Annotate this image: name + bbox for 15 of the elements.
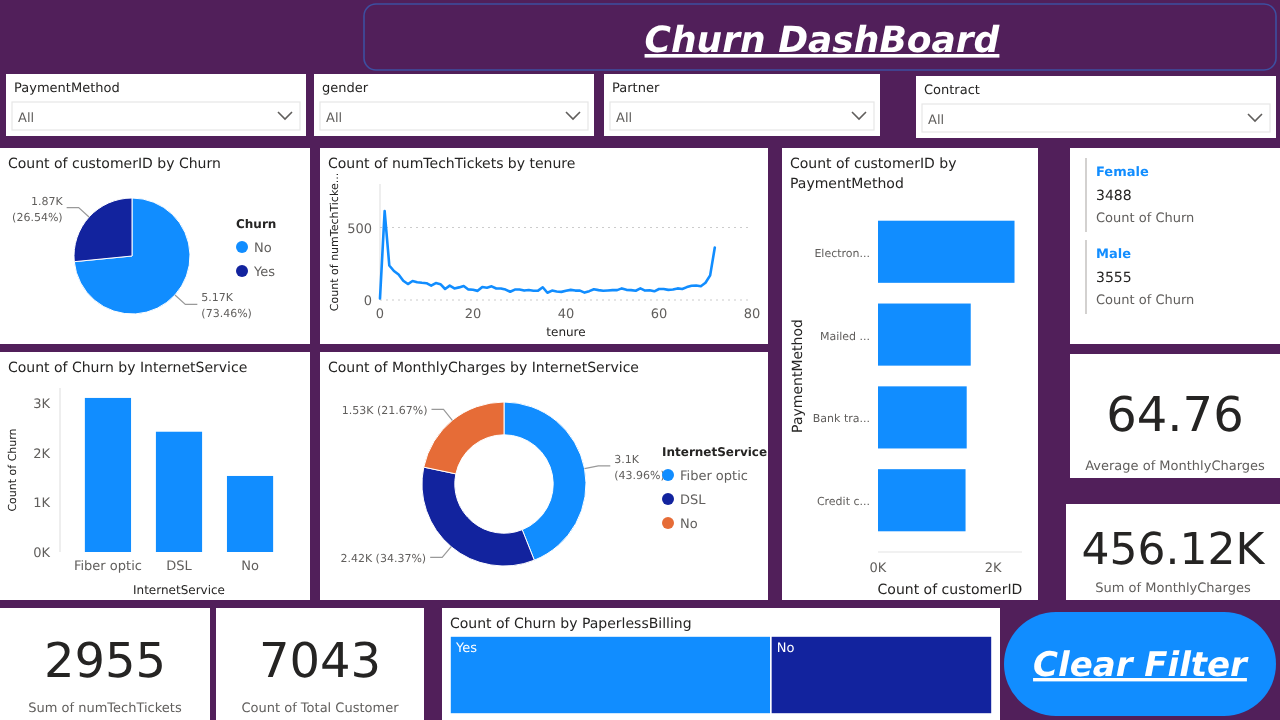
bar xyxy=(155,431,203,552)
bar xyxy=(878,386,967,449)
text: Churn DashBoard xyxy=(644,20,1002,62)
line-series xyxy=(378,209,717,300)
text: Clear Filter xyxy=(1033,646,1251,686)
pie-slice xyxy=(73,197,191,315)
bar xyxy=(84,397,132,552)
data-label: 456.12K xyxy=(1081,525,1266,576)
data-label: 7043 xyxy=(258,633,382,690)
bar xyxy=(878,469,966,532)
data-label: 2955 xyxy=(43,633,167,690)
bar xyxy=(878,303,971,366)
bar xyxy=(878,220,1015,283)
data-label: 64.76 xyxy=(1106,386,1244,443)
bar xyxy=(226,475,274,552)
